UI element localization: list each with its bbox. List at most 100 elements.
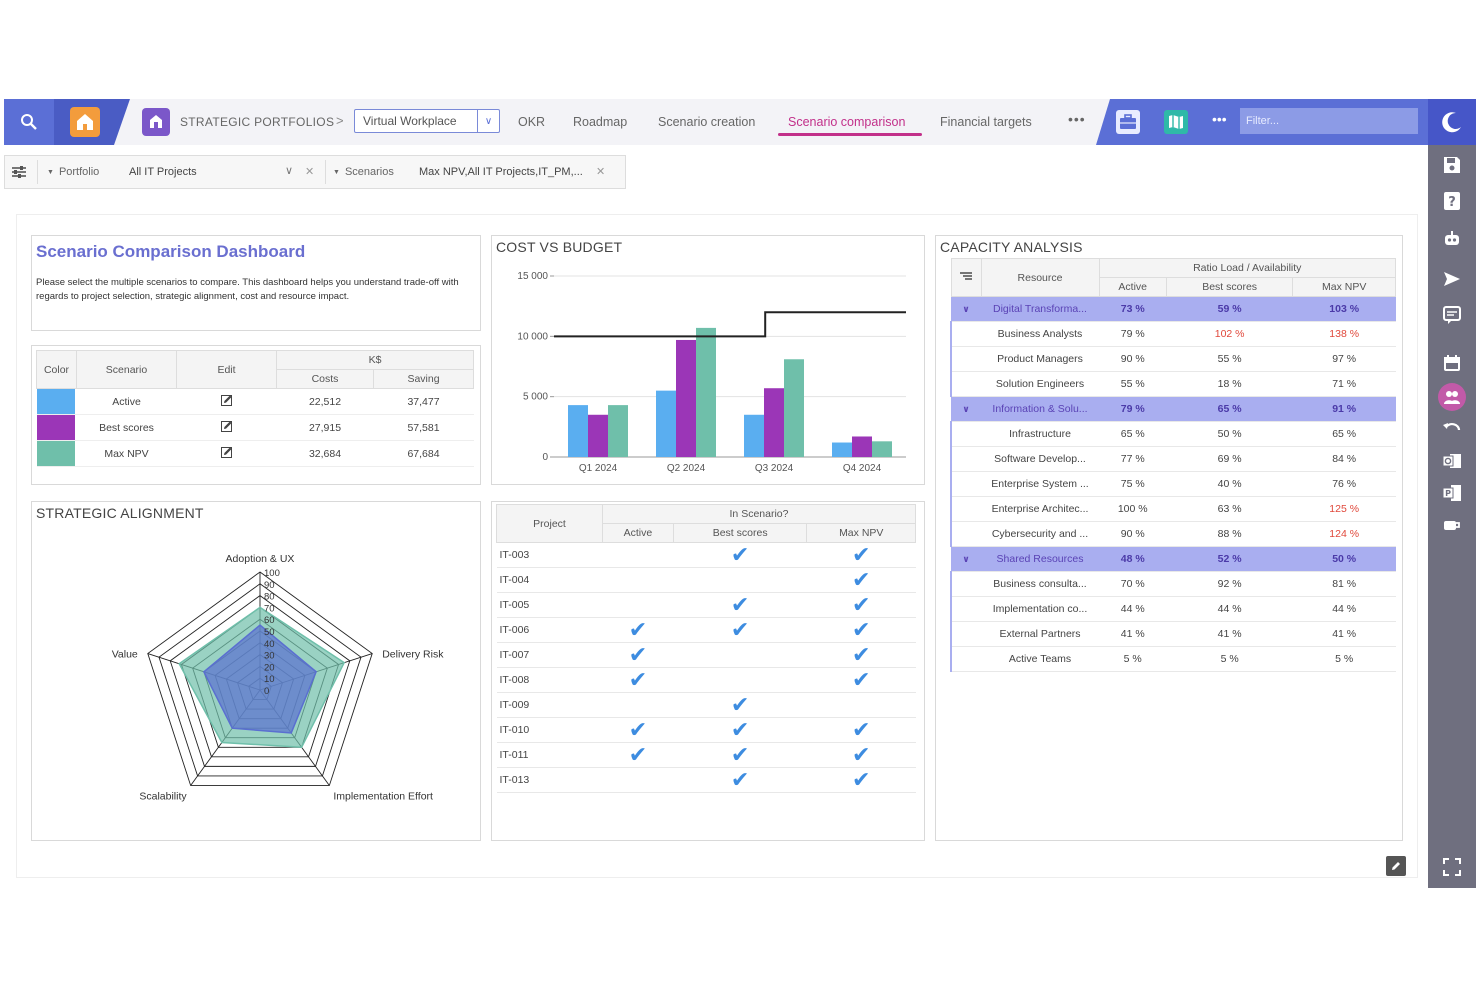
table-row[interactable]: Business consulta... 70 % 92 % 81 %: [950, 571, 1396, 597]
resource-group-row[interactable]: ∨ Shared Resources 48 % 52 % 50 %: [951, 546, 1396, 572]
table-row[interactable]: IT-011 ✔ ✔ ✔: [496, 742, 916, 768]
edit-scenario-button[interactable]: [176, 388, 277, 415]
portfolio-filter-label[interactable]: ▼ Portfolio: [47, 166, 100, 178]
more-tabs-button[interactable]: •••: [1068, 111, 1086, 127]
comment-icon: [1443, 306, 1461, 324]
ratio-best-scores: 92 %: [1166, 571, 1293, 597]
breadcrumb[interactable]: STRATEGIC PORTFOLIOS: [180, 115, 335, 129]
in-scenario-cell: ✔: [806, 567, 916, 593]
briefcase-button[interactable]: [1114, 108, 1142, 136]
row-indent: [950, 596, 981, 622]
search-button[interactable]: [4, 99, 54, 145]
help-button[interactable]: ?: [1440, 189, 1464, 213]
in-scenario-cell: ✔: [806, 767, 916, 793]
table-row[interactable]: Infrastructure 65 % 50 % 65 %: [950, 421, 1396, 447]
teams-button[interactable]: [1440, 513, 1464, 537]
ratio-best-scores: 18 %: [1166, 371, 1293, 397]
chevron-down-icon[interactable]: ∨: [285, 165, 294, 177]
in-scenario-cell: [602, 567, 674, 593]
edit-scenario-button[interactable]: [176, 440, 277, 467]
table-row[interactable]: IT-008 ✔ ✔: [496, 667, 916, 693]
table-row[interactable]: IT-007 ✔ ✔: [496, 642, 916, 668]
table-row[interactable]: Active Teams 5 % 5 % 5 %: [950, 646, 1396, 672]
svg-text:?: ?: [1448, 195, 1456, 210]
table-row[interactable]: Cybersecurity and ... 90 % 88 % 124 %: [950, 521, 1396, 547]
scenarios-filter-label[interactable]: ▼ Scenarios: [333, 166, 394, 178]
check-icon: ✔: [730, 766, 750, 792]
table-row[interactable]: IT-003 ✔ ✔: [496, 542, 916, 568]
radar-ring-label: 30: [264, 651, 275, 662]
save-button[interactable]: [1440, 153, 1464, 177]
table-row[interactable]: External Partners 41 % 41 % 41 %: [950, 621, 1396, 647]
export-office-button[interactable]: P: [1440, 481, 1464, 505]
table-row: Active 22,512 37,477: [36, 388, 474, 415]
scenarios-filter-value[interactable]: Max NPV,All IT Projects,IT_PM,...: [419, 166, 583, 178]
table-row[interactable]: Software Develop... 77 % 69 % 84 %: [950, 446, 1396, 472]
dark-mode-toggle[interactable]: [1428, 99, 1476, 145]
calendar-button[interactable]: [1440, 351, 1464, 375]
projects-table: Project In Scenario? Active Best scores …: [496, 504, 916, 793]
col-group-in-scenario: In Scenario?: [602, 504, 916, 524]
map-button[interactable]: [1162, 108, 1190, 136]
table-row[interactable]: Product Managers 90 % 55 % 97 %: [950, 346, 1396, 372]
tab-okr[interactable]: OKR: [518, 115, 546, 129]
undo-button[interactable]: [1440, 417, 1464, 441]
project-id: IT-003: [496, 542, 603, 568]
filter-settings-button[interactable]: [11, 156, 35, 188]
in-scenario-cell: ✔: [806, 542, 916, 568]
table-row[interactable]: Enterprise Architec... 100 % 63 % 125 %: [950, 496, 1396, 522]
portfolio-filter-value[interactable]: All IT Projects: [129, 166, 197, 178]
export-outlook-button[interactable]: [1440, 449, 1464, 473]
fullscreen-button[interactable]: [1440, 855, 1464, 879]
clear-scenarios-icon[interactable]: ✕: [596, 166, 606, 178]
table-row[interactable]: IT-013 ✔ ✔: [496, 766, 916, 793]
breadcrumb-separator: >: [336, 113, 344, 128]
table-row[interactable]: Solution Engineers 55 % 18 % 71 %: [950, 371, 1396, 397]
tab-roadmap[interactable]: Roadmap: [573, 115, 628, 129]
table-row[interactable]: IT-010 ✔ ✔ ✔: [496, 716, 916, 743]
send-button[interactable]: [1440, 267, 1464, 291]
row-indent: [950, 521, 981, 547]
expand-toggle[interactable]: ∨: [951, 546, 981, 572]
ratio-max-npv: 65 %: [1292, 421, 1396, 447]
cost-vs-budget-panel: COST VS BUDGET 0 5 000 10 000 15 000 Q1 2024…: [491, 235, 925, 485]
col-resource: Resource: [980, 258, 1100, 297]
table-row[interactable]: Business Analysts 79 % 102 % 138 %: [950, 321, 1396, 347]
col-expand[interactable]: [950, 258, 982, 297]
intro-panel: Scenario Comparison Dashboard Please sel…: [31, 235, 481, 331]
workspace-select[interactable]: Virtual Workplace ∨: [354, 109, 500, 133]
resource-name: Software Develop...: [981, 446, 1099, 472]
filter-input[interactable]: [1240, 108, 1418, 134]
tab-scenario-creation[interactable]: Scenario creation: [658, 115, 756, 129]
table-row[interactable]: IT-006 ✔ ✔ ✔: [496, 616, 916, 643]
clear-portfolio-icon[interactable]: ✕: [305, 166, 315, 178]
comments-button[interactable]: [1440, 303, 1464, 327]
expand-toggle[interactable]: ∨: [951, 396, 981, 422]
more-tools-button[interactable]: •••: [1212, 111, 1227, 127]
resource-name: Enterprise Architec...: [981, 496, 1099, 522]
check-icon: ✔: [852, 616, 871, 642]
row-indent: [950, 421, 981, 447]
assistant-button[interactable]: [1440, 227, 1464, 251]
resource-group-row[interactable]: ∨ Digital Transforma... 73 % 59 % 103 %: [951, 296, 1396, 322]
table-row[interactable]: IT-004 ✔: [496, 567, 916, 593]
table-row[interactable]: Implementation co... 44 % 44 % 44 %: [950, 596, 1396, 622]
table-row: Best scores 27,915 57,581: [36, 414, 474, 441]
home-button[interactable]: [70, 107, 100, 137]
bar: [568, 405, 588, 457]
edit-scenario-button[interactable]: [176, 414, 277, 441]
radar-axis-label: Adoption & UX: [226, 553, 295, 565]
ratio-max-npv: 81 %: [1292, 571, 1396, 597]
table-row[interactable]: IT-005 ✔ ✔: [496, 592, 916, 618]
tab-scenario-comparison[interactable]: Scenario comparison: [788, 115, 906, 129]
table-row[interactable]: Enterprise System ... 75 % 40 % 76 %: [950, 471, 1396, 497]
edit-dashboard-button[interactable]: [1386, 856, 1406, 876]
table-row[interactable]: IT-009 ✔: [496, 692, 916, 718]
check-icon: ✔: [730, 716, 750, 742]
search-icon: [21, 114, 37, 130]
users-button[interactable]: [1438, 383, 1466, 411]
tab-financial-targets[interactable]: Financial targets: [940, 115, 1032, 129]
expand-toggle[interactable]: ∨: [951, 296, 981, 322]
resource-group-row[interactable]: ∨ Information & Solu... 79 % 65 % 91 %: [951, 396, 1396, 422]
ratio-active: 79 %: [1099, 396, 1167, 422]
